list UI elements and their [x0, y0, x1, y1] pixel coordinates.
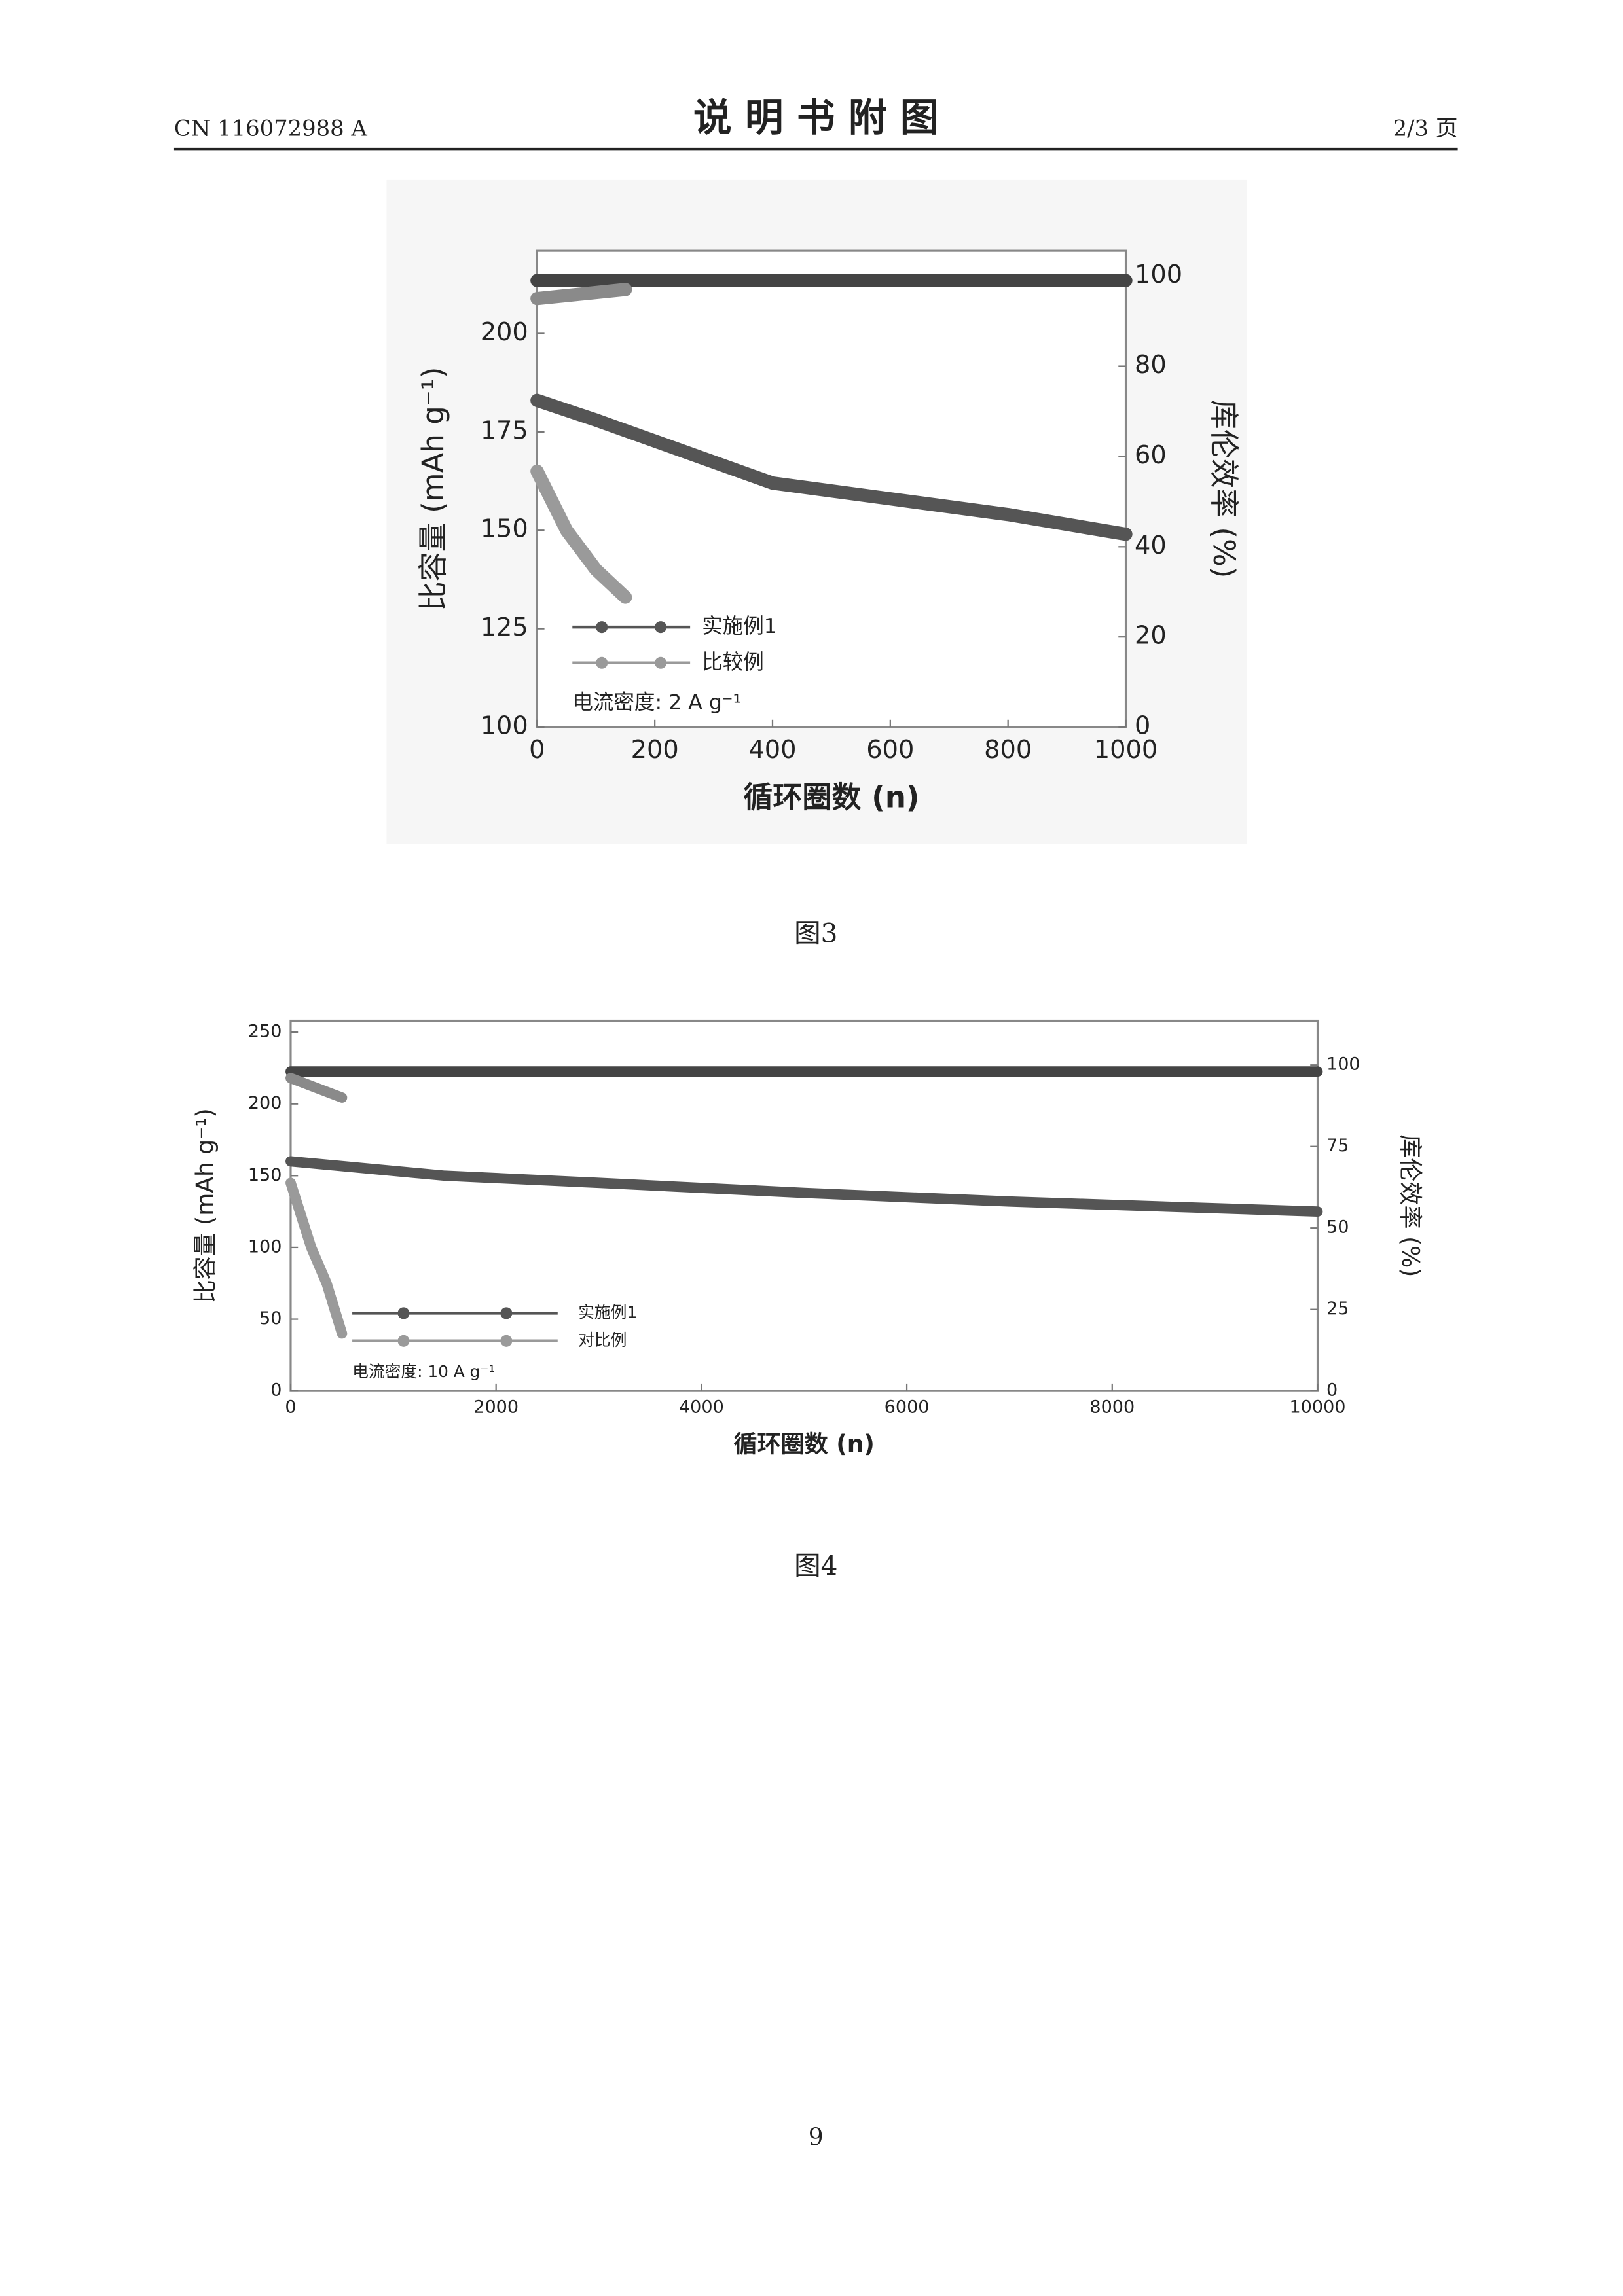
y2-tick-label: 60	[1135, 440, 1167, 470]
figure-caption: 图4	[794, 1550, 837, 1581]
efficiency-line	[530, 283, 632, 306]
legend-marker	[596, 656, 608, 669]
doc-number: CN 116072988 A	[174, 115, 367, 141]
x-axis-label: 循环圈数 (n)	[734, 1431, 875, 1458]
legend-marker	[655, 621, 667, 634]
page-count: 2/3 页	[1393, 115, 1458, 141]
legend-label: 实施例1	[702, 615, 777, 638]
page-number: 9	[809, 2123, 824, 2151]
y-tick-label: 0	[270, 1380, 282, 1401]
x-tick-label: 8000	[1089, 1397, 1135, 1417]
x-tick-label: 0	[529, 735, 545, 764]
y-axis-label: 比容量 (mAh g⁻¹)	[192, 1108, 219, 1303]
legend-label: 比较例	[702, 651, 764, 674]
x-tick-label: 1000	[1094, 735, 1158, 764]
y2-tick-label: 100	[1326, 1054, 1360, 1075]
y-axis-label: 比容量 (mAh g⁻¹)	[416, 367, 450, 611]
y2-tick-label: 0	[1135, 711, 1150, 741]
y-tick-label: 150	[481, 514, 528, 544]
legend-label: 实施例1	[578, 1302, 637, 1321]
capacity-line	[530, 393, 1133, 541]
y2-tick-label: 50	[1326, 1217, 1349, 1238]
legend-marker	[500, 1307, 513, 1319]
y2-axis-label: 库伦效率 (%)	[1396, 1134, 1424, 1277]
legend-marker	[397, 1307, 410, 1319]
x-tick-label: 800	[984, 735, 1032, 764]
y-tick-label: 100	[481, 711, 528, 741]
y2-tick-label: 80	[1135, 350, 1167, 380]
legend-marker	[500, 1335, 513, 1347]
y2-tick-label: 0	[1326, 1380, 1338, 1401]
y-tick-label: 100	[248, 1236, 282, 1257]
figure-caption: 图3	[794, 917, 837, 948]
capacity-line	[285, 1156, 1323, 1217]
y-tick-label: 200	[248, 1093, 282, 1113]
capacity-line	[530, 464, 632, 604]
legend-marker	[655, 656, 667, 669]
x-tick-label: 600	[866, 735, 914, 764]
legend-marker	[397, 1335, 410, 1347]
x-tick-label: 4000	[679, 1397, 724, 1417]
y2-axis-label: 库伦效率 (%)	[1207, 400, 1241, 579]
y2-tick-label: 40	[1135, 531, 1167, 560]
x-tick-label: 2000	[473, 1397, 519, 1417]
x-tick-label: 10000	[1289, 1397, 1345, 1417]
legend-marker	[596, 621, 608, 634]
efficiency-line	[285, 1073, 348, 1103]
y2-tick-label: 75	[1326, 1136, 1349, 1156]
y-tick-label: 200	[481, 317, 528, 347]
y2-tick-label: 20	[1135, 621, 1167, 651]
x-tick-label: 6000	[884, 1397, 930, 1417]
doc-title: 说 明 书 附 图	[693, 95, 938, 140]
y-tick-label: 150	[248, 1165, 282, 1185]
annotation: 电流密度: 10 A g⁻¹	[352, 1362, 495, 1381]
y-tick-label: 175	[481, 416, 528, 445]
annotation: 电流密度: 2 A g⁻¹	[572, 691, 741, 715]
legend-label: 对比例	[578, 1331, 627, 1350]
y2-tick-label: 25	[1326, 1299, 1349, 1319]
y-tick-label: 50	[259, 1308, 282, 1329]
x-axis-label: 循环圈数 (n)	[743, 780, 919, 814]
y-tick-label: 250	[248, 1022, 282, 1042]
y-tick-label: 125	[481, 613, 528, 642]
y2-tick-label: 100	[1135, 260, 1182, 289]
capacity-line	[285, 1177, 348, 1339]
x-tick-label: 400	[748, 735, 796, 764]
x-tick-label: 200	[631, 735, 679, 764]
x-tick-label: 0	[285, 1397, 296, 1417]
